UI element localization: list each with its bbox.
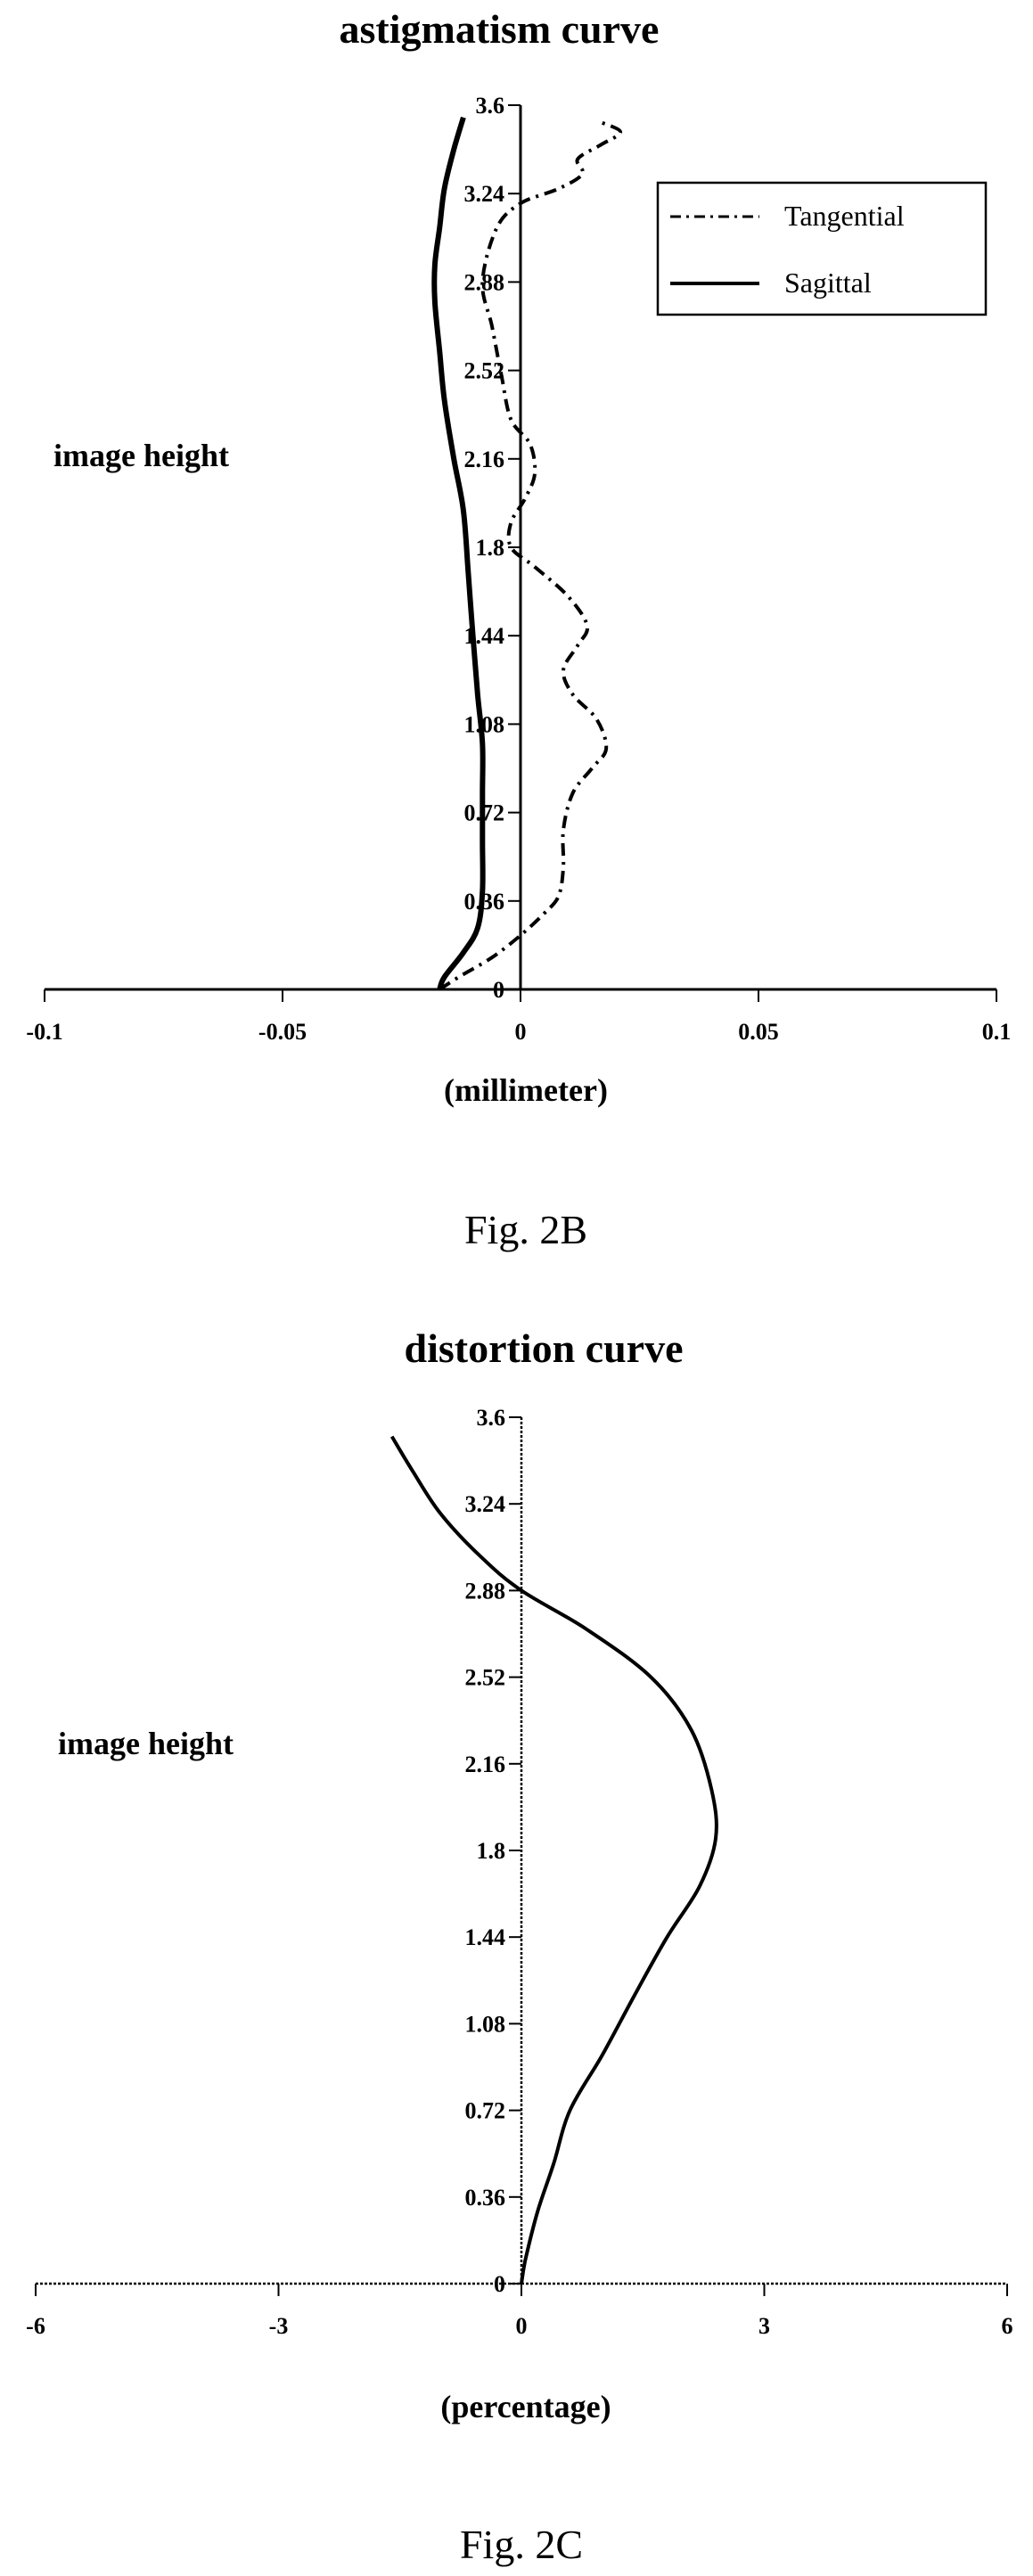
- y-tick-label: 3.24: [464, 181, 505, 207]
- x-tick-label: 6: [1002, 2313, 1013, 2339]
- distortion-y-ticks: 0 0.36 0.72 1.08 1.44 1.8 2.16 2.52 2.88 3.24 3.6: [465, 1405, 521, 2297]
- tangential-legend-label: Tangential: [784, 200, 905, 232]
- x-tick-label: 0.1: [982, 1019, 1012, 1045]
- astigmatism-x-ticks: -0.1 -0.05 0 0.05 0.1: [26, 989, 1011, 1045]
- y-tick-label: 2.52: [465, 1665, 506, 1691]
- x-tick-label: 0: [516, 2313, 528, 2339]
- x-tick-label: -0.05: [258, 1019, 307, 1045]
- sagittal-legend-label: Sagittal: [784, 267, 872, 299]
- y-tick-label: 2.88: [465, 1578, 506, 1604]
- x-tick-label: -0.1: [26, 1019, 62, 1045]
- y-tick-label: 2.16: [464, 447, 505, 472]
- astigmatism-legend: Tangential Sagittal: [656, 181, 988, 316]
- y-tick-label: 3.6: [476, 93, 505, 119]
- y-tick-label: 3.6: [477, 1405, 506, 1431]
- figure-2b-caption: Fig. 2B: [464, 1207, 587, 1252]
- astigmatism-y-label: image height: [53, 438, 229, 473]
- y-tick-label: 0.72: [465, 2098, 506, 2124]
- sagittal-series-line: [431, 116, 486, 991]
- figure-2c-caption: Fig. 2C: [460, 2522, 583, 2567]
- astigmatism-title: astigmatism curve: [340, 6, 660, 52]
- astigmatism-x-label: (millimeter): [444, 1072, 608, 1108]
- x-tick-label: 0: [515, 1019, 527, 1045]
- distortion-x-label: (percentage): [440, 2389, 611, 2424]
- y-tick-label: 1.8: [476, 535, 505, 561]
- astigmatism-chart: astigmatism curve image height 00.360.72…: [26, 6, 1011, 1252]
- y-tick-label: 0: [494, 2271, 505, 2297]
- distortion-chart: distortion curve image height 0 0.36 0.72 1…: [26, 1325, 1013, 2567]
- x-tick-label: -6: [26, 2313, 45, 2339]
- distortion-series-line: [389, 1435, 718, 2285]
- x-tick-label: 3: [758, 2313, 770, 2339]
- astigmatism-y-ticks: 00.360.721.081.441.82.162.522.883.243.6: [464, 93, 521, 1003]
- y-tick-label: 3.24: [465, 1491, 506, 1517]
- y-tick-label: 2.52: [464, 358, 505, 384]
- y-tick-label: 1.44: [465, 1924, 506, 1950]
- x-tick-label: -3: [269, 2313, 289, 2339]
- tangential-series-line: [439, 120, 623, 991]
- y-tick-label: 1.8: [477, 1838, 506, 1864]
- distortion-title: distortion curve: [404, 1325, 683, 1371]
- y-tick-label: 2.16: [465, 1752, 506, 1777]
- y-tick-label: 0.36: [465, 2185, 506, 2211]
- y-tick-label: 1.08: [465, 2011, 506, 2037]
- x-tick-label: 0.05: [738, 1019, 779, 1045]
- distortion-x-ticks: -6 -3 0 3 6: [26, 2284, 1013, 2339]
- distortion-y-label: image height: [58, 1726, 234, 1761]
- y-tick-label: 0: [493, 977, 504, 1003]
